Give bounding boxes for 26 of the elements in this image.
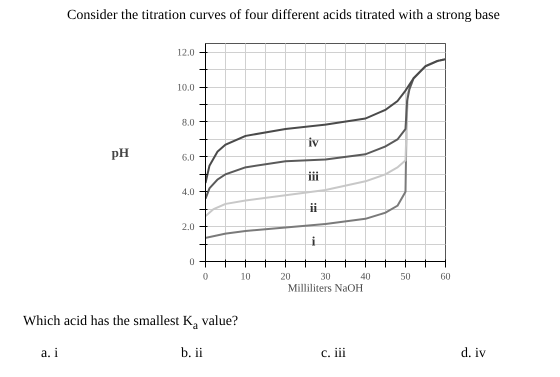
series-label: iii <box>308 168 320 184</box>
series-label: i <box>312 234 316 249</box>
y-axis-title: pH <box>112 145 129 160</box>
text: Which acid has the smallest K$_{a}$ value? <box>23 313 238 334</box>
x-axis-title: Milliliters NaOH <box>288 282 364 294</box>
x-tick-label: 50 <box>400 272 410 282</box>
series-label: ii <box>310 200 318 216</box>
y-tick-label: 0 <box>190 257 194 268</box>
x-tick-label: 10 <box>240 272 250 282</box>
chart-title: Consider the titration curves of four different acids titrated with a strong base <box>67 7 500 25</box>
x-tick-label: 20 <box>280 272 290 282</box>
text: a. i <box>41 345 58 363</box>
y-tick-label: 2.0 <box>182 222 194 234</box>
y-tick-label: 10.0 <box>177 82 194 94</box>
text: c. iii <box>321 345 346 363</box>
x-tick-label: 0 <box>203 272 208 282</box>
y-tick-label: 8.0 <box>182 117 194 128</box>
text: b. ii <box>181 345 203 363</box>
y-tick-label: 6.0 <box>182 152 194 164</box>
text: d. iv <box>461 345 486 363</box>
y-tick-label: 12.0 <box>177 48 194 59</box>
x-tick-label: 60 <box>440 272 450 282</box>
y-tick-label: 4.0 <box>182 187 194 198</box>
x-tick-label: 30 <box>320 272 330 282</box>
series-label: iv <box>308 134 320 150</box>
x-tick-label: 40 <box>360 272 370 282</box>
